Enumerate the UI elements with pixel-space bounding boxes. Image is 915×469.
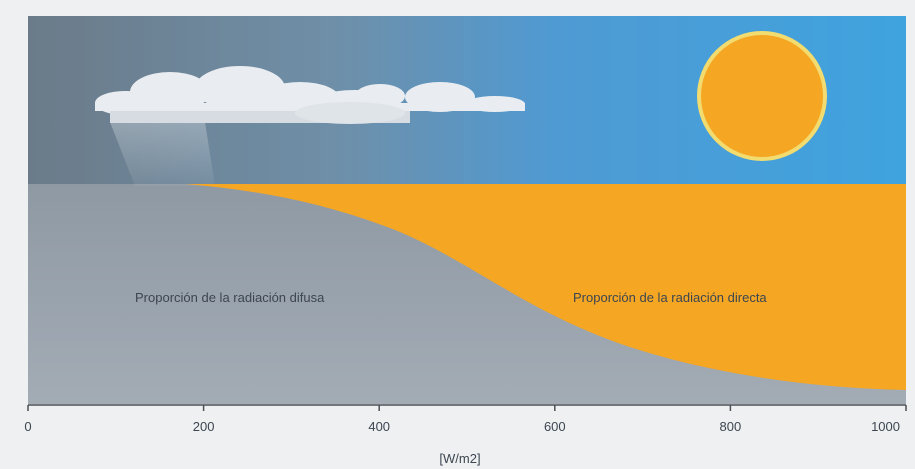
diffuse-radiation-label: Proporción de la radiación difusa [135, 290, 325, 305]
x-axis-ticks: 0 200 400 600 800 1000 [24, 405, 907, 434]
direct-radiation-label: Proporción de la radiación directa [573, 290, 767, 305]
x-axis-unit-label: [W/m2] [439, 451, 480, 466]
x-tick-label: 400 [368, 419, 390, 434]
x-tick-label: 600 [544, 419, 566, 434]
direct-radiation-area [185, 184, 906, 390]
sun-icon [697, 31, 827, 161]
x-tick-label: 1000 [871, 419, 900, 434]
x-tick-label: 800 [720, 419, 742, 434]
cloud-rays [110, 122, 215, 186]
x-tick-label: 200 [193, 419, 215, 434]
clouds [95, 66, 525, 124]
x-tick-label: 0 [24, 419, 31, 434]
